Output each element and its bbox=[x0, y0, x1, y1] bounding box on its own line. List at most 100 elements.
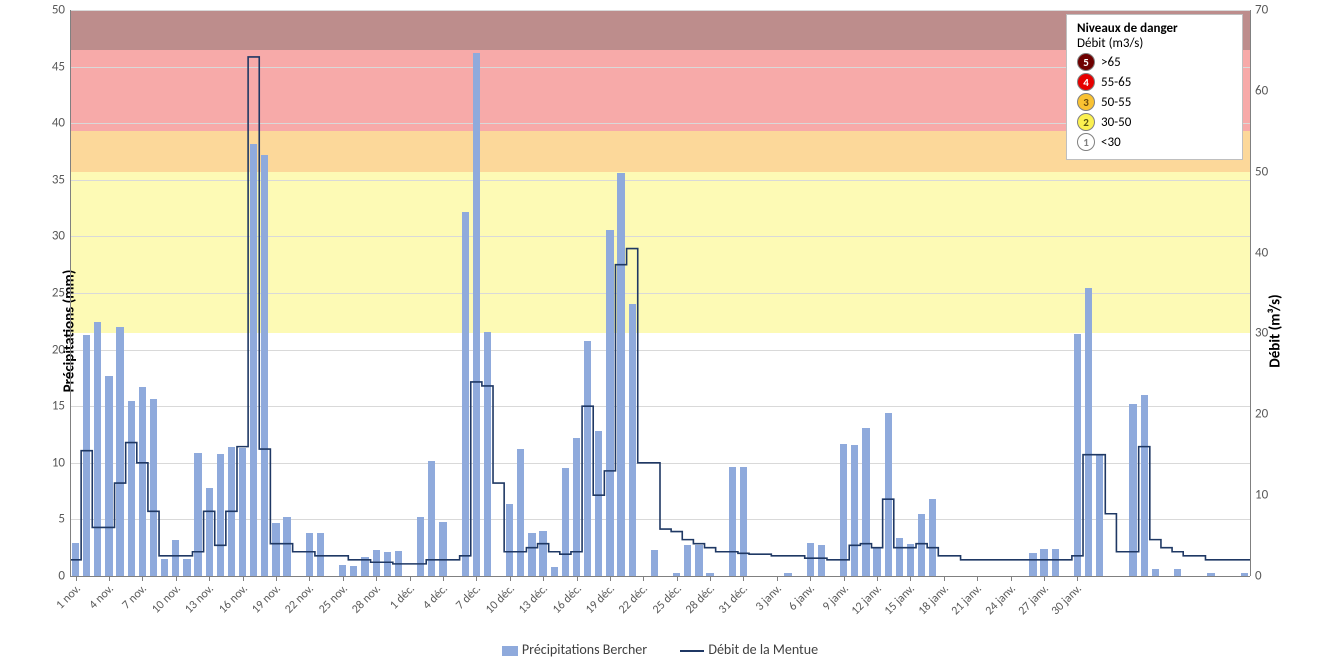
legend-line-swatch bbox=[680, 650, 704, 652]
y-left-tick-label: 5 bbox=[35, 512, 65, 527]
x-tick-mark bbox=[643, 576, 644, 581]
x-tick-mark bbox=[376, 576, 377, 581]
x-tick-mark bbox=[142, 576, 143, 581]
x-tick-label: 16 nov. bbox=[216, 582, 251, 617]
x-tick-label: 22 nov. bbox=[283, 582, 318, 617]
danger-legend-item: 1 <30 bbox=[1077, 133, 1232, 151]
danger-level-label: 55-65 bbox=[1101, 75, 1131, 90]
y-left-tick-label: 30 bbox=[35, 229, 65, 244]
chart-container: Précipitations (mm) Débit (m³/s) 0510152… bbox=[0, 0, 1320, 662]
bottom-legend: Précipitations Bercher Débit de la Mentu… bbox=[0, 641, 1320, 658]
x-tick-mark bbox=[209, 576, 210, 581]
y-right-tick-label: 0 bbox=[1255, 569, 1285, 584]
x-tick-label: 24 janv. bbox=[982, 582, 1018, 618]
x-tick-mark bbox=[309, 576, 310, 581]
x-tick-label: 22 déc. bbox=[616, 582, 651, 617]
danger-level-label: 50-55 bbox=[1101, 95, 1131, 110]
x-tick-mark bbox=[810, 576, 811, 581]
x-tick-mark bbox=[543, 576, 544, 581]
x-tick-mark bbox=[176, 576, 177, 581]
x-tick-mark bbox=[944, 576, 945, 581]
axis-line bbox=[70, 10, 71, 576]
x-tick-label: 12 janv. bbox=[849, 582, 885, 618]
y-left-tick-label: 15 bbox=[35, 399, 65, 414]
y-left-tick-label: 50 bbox=[35, 3, 65, 18]
x-tick-mark bbox=[443, 576, 444, 581]
x-tick-mark bbox=[677, 576, 678, 581]
danger-legend-item: 3 50-55 bbox=[1077, 93, 1232, 111]
y-left-tick-label: 35 bbox=[35, 172, 65, 187]
legend-bar-swatch bbox=[502, 646, 518, 656]
y-left-tick-label: 45 bbox=[35, 59, 65, 74]
x-tick-label: 10 déc. bbox=[483, 582, 518, 617]
x-tick-label: 3 janv. bbox=[753, 582, 785, 614]
x-tick-label: 18 janv. bbox=[916, 582, 952, 618]
y-left-tick-label: 20 bbox=[35, 342, 65, 357]
danger-legend: Niveaux de danger Débit (m3/s) 5>65 4 55-6… bbox=[1066, 14, 1243, 160]
x-tick-mark bbox=[1011, 576, 1012, 581]
x-tick-label: 15 janv. bbox=[882, 582, 918, 618]
x-tick-label: 19 déc. bbox=[583, 582, 618, 617]
danger-level-icon: 3 bbox=[1077, 93, 1095, 111]
y-right-tick-label: 60 bbox=[1255, 83, 1285, 98]
x-tick-mark bbox=[243, 576, 244, 581]
x-tick-label: 4 déc. bbox=[420, 582, 451, 613]
x-tick-label: 21 janv. bbox=[949, 582, 985, 618]
axis-line bbox=[1250, 10, 1251, 576]
danger-level-icon: 2 bbox=[1077, 113, 1095, 131]
axis-line bbox=[70, 576, 1250, 577]
danger-level-label: >65 bbox=[1101, 55, 1121, 70]
x-tick-mark bbox=[743, 576, 744, 581]
x-tick-label: 30 janv. bbox=[1049, 582, 1085, 618]
x-tick-label: 9 janv. bbox=[820, 582, 852, 614]
x-tick-mark bbox=[1044, 576, 1045, 581]
x-tick-mark bbox=[877, 576, 878, 581]
x-tick-label: 10 nov. bbox=[149, 582, 184, 617]
x-tick-mark bbox=[777, 576, 778, 581]
x-tick-label: 1 nov. bbox=[53, 582, 83, 612]
x-tick-label: 19 nov. bbox=[249, 582, 284, 617]
danger-legend-item: 5>65 bbox=[1077, 53, 1232, 71]
x-tick-mark bbox=[710, 576, 711, 581]
y-left-tick-label: 40 bbox=[35, 116, 65, 131]
x-tick-mark bbox=[410, 576, 411, 581]
x-tick-label: 4 nov. bbox=[87, 582, 117, 612]
x-tick-label: 1 déc. bbox=[387, 582, 418, 613]
danger-legend-title: Niveaux de danger bbox=[1077, 21, 1232, 36]
x-tick-label: 25 nov. bbox=[316, 582, 351, 617]
y-right-tick-label: 30 bbox=[1255, 326, 1285, 341]
x-tick-mark bbox=[577, 576, 578, 581]
legend-line-label: Débit de la Mentue bbox=[708, 641, 818, 658]
x-tick-mark bbox=[276, 576, 277, 581]
x-tick-label: 16 déc. bbox=[550, 582, 585, 617]
danger-legend-item: 4 55-65 bbox=[1077, 73, 1232, 91]
danger-level-label: <30 bbox=[1101, 135, 1121, 150]
danger-level-icon: 4 bbox=[1077, 73, 1095, 91]
x-tick-label: 28 déc. bbox=[683, 582, 718, 617]
x-tick-mark bbox=[476, 576, 477, 581]
danger-legend-item: 2 30-50 bbox=[1077, 113, 1232, 131]
x-tick-label: 31 déc. bbox=[717, 582, 752, 617]
x-tick-label: 7 nov. bbox=[120, 582, 150, 612]
danger-level-icon: 1 bbox=[1077, 133, 1095, 151]
danger-legend-subtitle: Débit (m3/s) bbox=[1077, 36, 1232, 51]
x-tick-mark bbox=[510, 576, 511, 581]
x-tick-label: 13 déc. bbox=[516, 582, 551, 617]
y-right-tick-label: 10 bbox=[1255, 488, 1285, 503]
danger-level-label: 30-50 bbox=[1101, 115, 1131, 130]
x-tick-mark bbox=[76, 576, 77, 581]
legend-bar-label: Précipitations Bercher bbox=[522, 641, 647, 658]
x-tick-label: 6 janv. bbox=[786, 582, 818, 614]
x-tick-mark bbox=[977, 576, 978, 581]
x-tick-label: 27 janv. bbox=[1016, 582, 1052, 618]
y-right-tick-label: 40 bbox=[1255, 245, 1285, 260]
y-right-tick-label: 50 bbox=[1255, 164, 1285, 179]
x-tick-mark bbox=[910, 576, 911, 581]
x-tick-label: 13 nov. bbox=[182, 582, 217, 617]
y-left-tick-label: 25 bbox=[35, 286, 65, 301]
y-left-tick-label: 10 bbox=[35, 455, 65, 470]
x-tick-mark bbox=[844, 576, 845, 581]
y-left-tick-label: 0 bbox=[35, 569, 65, 584]
x-tick-mark bbox=[1077, 576, 1078, 581]
x-tick-mark bbox=[109, 576, 110, 581]
